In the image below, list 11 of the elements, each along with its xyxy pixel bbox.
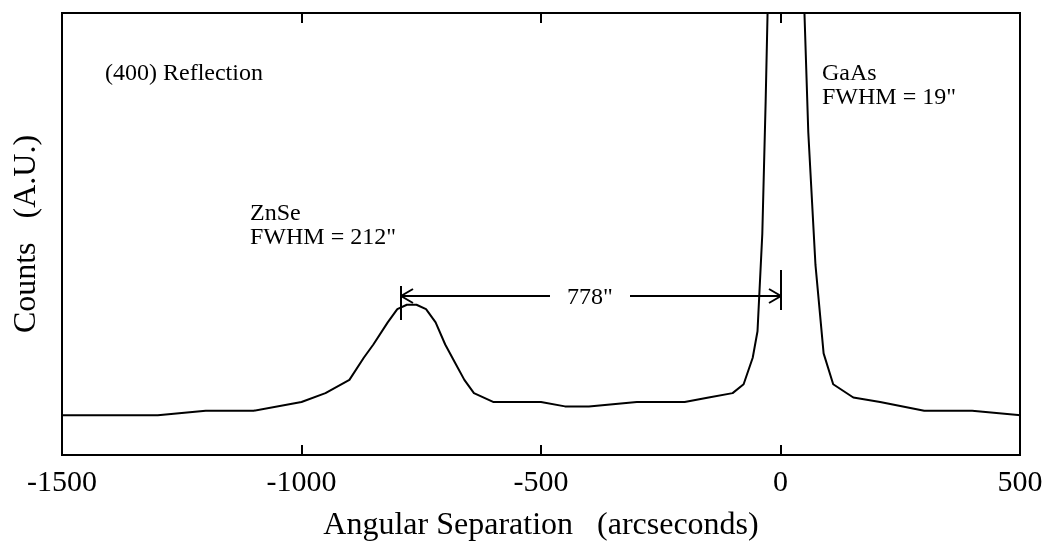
- x-tick-label: -500: [513, 463, 569, 497]
- x-tick-label: 0: [773, 463, 788, 497]
- annotation: GaAs FWHM = 19": [822, 59, 957, 109]
- y-axis-title: Counts (A.U.): [6, 134, 42, 334]
- annotation: ZnSe FWHM = 212": [250, 199, 397, 249]
- annotation: 778": [567, 283, 613, 309]
- x-tick-label: 500: [997, 463, 1043, 497]
- x-axis-title: Angular Separation (arcseconds): [323, 505, 759, 541]
- annotation: (400) Reflection: [105, 59, 263, 85]
- x-tick-label: -1500: [27, 463, 97, 497]
- x-tick-label: -1000: [266, 463, 337, 497]
